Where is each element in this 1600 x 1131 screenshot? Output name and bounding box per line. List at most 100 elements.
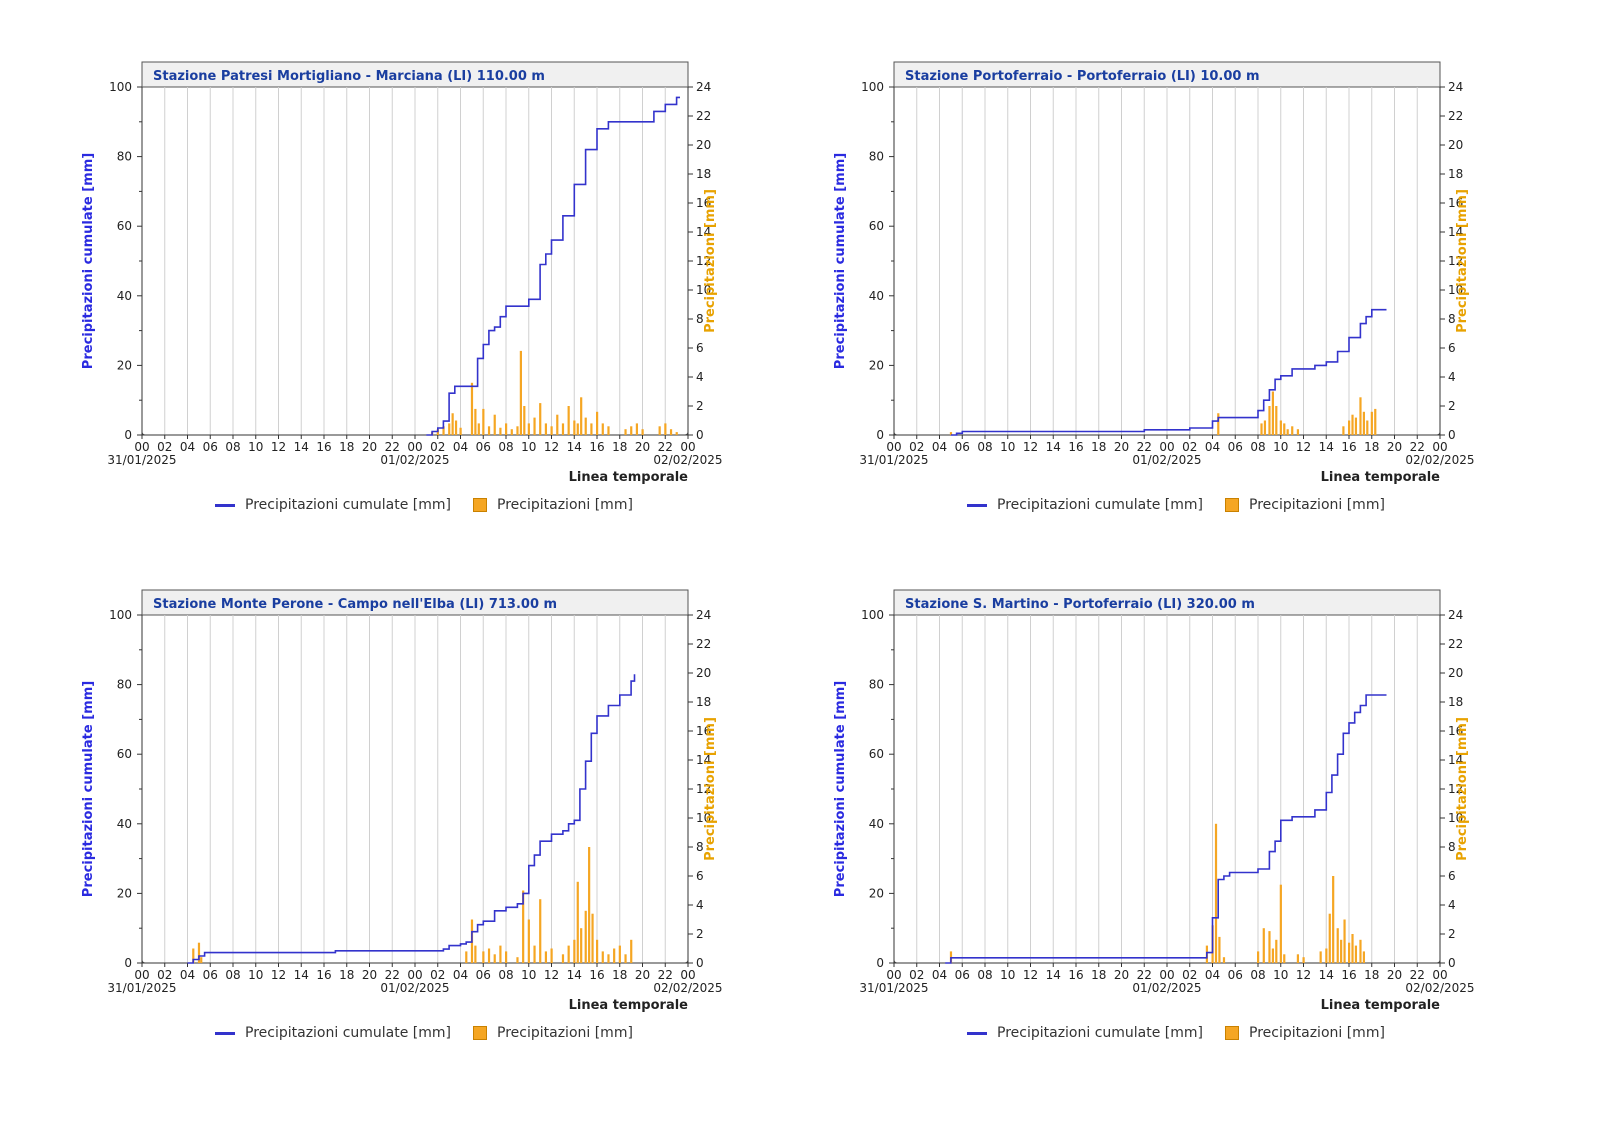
x-tick-label: 18: [339, 440, 354, 454]
precip-bar: [474, 945, 477, 963]
precip-bar: [505, 423, 508, 435]
y2-tick-label: 8: [696, 840, 704, 854]
precip-bar: [1336, 928, 1339, 963]
y2-tick-label: 4: [1448, 898, 1456, 912]
precip-bar: [442, 426, 445, 435]
precip-bar: [1354, 945, 1358, 963]
precip-bar: [1268, 406, 1271, 435]
y2-tick-label: 4: [696, 370, 704, 384]
y-tick-label: 80: [869, 678, 884, 692]
y2-tick-label: 22: [696, 109, 711, 123]
precip-bar: [482, 408, 485, 435]
precip-bar: [1262, 928, 1265, 963]
x-tick-label: 06: [476, 968, 491, 982]
precip-bar: [630, 939, 633, 963]
y2-tick-label: 2: [1448, 927, 1456, 941]
x-tick-label: 06: [955, 968, 970, 982]
y2-tick-label: 0: [696, 956, 704, 970]
y-axis-label: Precipitazioni cumulate [mm]: [833, 681, 848, 897]
precip-bar: [1370, 411, 1373, 435]
y2-tick-label: 16: [1448, 196, 1463, 210]
legend-cumulative-label: Precipitazioni cumulate [mm]: [997, 497, 1204, 513]
date-label: 01/02/2025: [380, 453, 449, 467]
y-tick-label: 0: [876, 956, 884, 970]
x-tick-label: 02: [909, 440, 924, 454]
x-tick-label: 12: [1296, 440, 1311, 454]
chart-title: Stazione Portoferraio - Portoferraio (LI…: [905, 69, 1260, 84]
cumulative-line: [187, 674, 636, 964]
y2-tick-label: 0: [1448, 956, 1456, 970]
precip-bar: [1362, 951, 1365, 963]
y-tick-label: 40: [117, 289, 132, 303]
precip-bar: [1348, 942, 1351, 963]
precip-bar: [499, 945, 502, 963]
precip-bar: [624, 954, 627, 963]
precip-bar: [1218, 936, 1221, 963]
x-tick-label: 02: [157, 968, 172, 982]
y2-tick-label: 18: [696, 695, 711, 709]
legend-line-swatch: [967, 503, 987, 507]
chart-svg-4: Stazione S. Martino - Portoferraio (LI) …: [833, 589, 1475, 1013]
date-label: 31/01/2025: [859, 453, 928, 467]
precip-bar: [544, 951, 548, 963]
precip-bar: [675, 432, 678, 435]
chart-svg-1: Stazione Patresi Mortigliano - Marciana …: [81, 61, 723, 485]
x-tick-label: 04: [453, 968, 468, 982]
x-tick-label: 02: [1182, 440, 1197, 454]
y2-tick-label: 18: [696, 167, 711, 181]
precip-bar: [1279, 420, 1282, 435]
x-tick-label: 12: [1296, 968, 1311, 982]
x-tick-label: 22: [385, 968, 400, 982]
x-tick-label: 20: [1387, 968, 1402, 982]
y2-tick-label: 20: [696, 138, 711, 152]
legend-bar-swatch: [1225, 498, 1240, 512]
precip-bar: [567, 945, 570, 963]
legend-precip-label: Precipitazioni [mm]: [497, 497, 633, 513]
precip-bar: [487, 948, 491, 963]
x-tick-label: 06: [203, 968, 218, 982]
x-tick-label: 00: [134, 440, 149, 454]
precip-bar: [197, 942, 201, 963]
x-tick-label: 18: [1091, 968, 1106, 982]
x-tick-label: 22: [385, 440, 400, 454]
y2-tick-label: 18: [1448, 167, 1463, 181]
y2-tick-label: 4: [1448, 370, 1456, 384]
x-tick-label: 12: [1023, 440, 1038, 454]
x-tick-label: 22: [658, 440, 673, 454]
precip-bar: [588, 847, 591, 963]
y2-tick-label: 10: [1448, 811, 1463, 825]
x-tick-label: 16: [1068, 440, 1083, 454]
precip-bar: [1374, 408, 1377, 435]
precip-bar: [1268, 931, 1271, 963]
precip-bar: [493, 414, 496, 435]
x-tick-label: 20: [635, 440, 650, 454]
x-tick-label: 14: [1319, 440, 1334, 454]
legend-precip-label: Precipitazioni [mm]: [1249, 497, 1385, 513]
legend-line-swatch: [967, 1031, 987, 1035]
x-tick-label: 12: [1023, 968, 1038, 982]
x-tick-label: 06: [1228, 968, 1243, 982]
precip-bar: [567, 406, 570, 435]
y-tick-label: 0: [124, 428, 132, 442]
x-tick-label: 22: [658, 968, 673, 982]
y2-tick-label: 8: [1448, 312, 1456, 326]
precip-bar: [459, 427, 462, 435]
x-tick-label: 20: [635, 968, 650, 982]
y-tick-label: 40: [869, 289, 884, 303]
y2-tick-label: 22: [1448, 637, 1463, 651]
x-tick-label: 00: [1432, 968, 1447, 982]
x-tick-label: 02: [430, 968, 445, 982]
y2-tick-label: 14: [1448, 753, 1463, 767]
x-tick-label: 20: [362, 968, 377, 982]
y2-tick-label: 8: [696, 312, 704, 326]
x-tick-label: 08: [977, 440, 992, 454]
precip-bar: [669, 429, 673, 435]
y2-tick-label: 6: [696, 869, 704, 883]
legend-precip-label: Precipitazioni [mm]: [497, 1025, 633, 1041]
precip-bar: [607, 954, 610, 963]
y2-tick-label: 20: [1448, 666, 1463, 680]
cumulative-line: [426, 96, 680, 436]
precip-bar: [550, 426, 553, 435]
y-axis-label: Precipitazioni cumulate [mm]: [833, 153, 848, 369]
x-tick-label: 20: [1387, 440, 1402, 454]
